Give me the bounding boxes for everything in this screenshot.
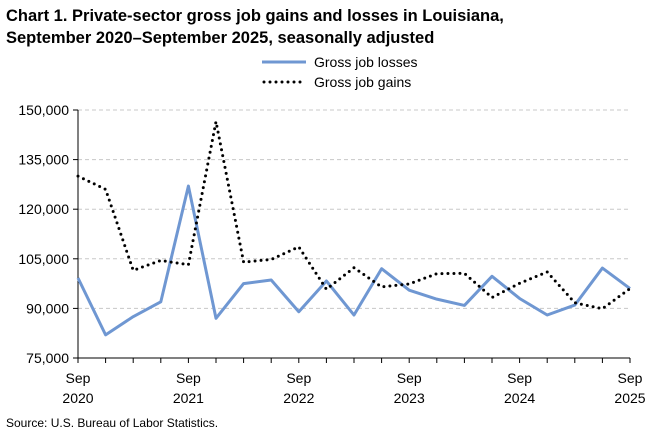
y-tick-label: 150,000 — [18, 102, 69, 118]
y-tick-label: 135,000 — [18, 152, 69, 168]
x-tick-label-month: Sep — [286, 370, 311, 386]
x-axis-ticks: Sep 2020 Sep 2021 Sep 2022 Sep 2023 Sep 2024 Sep 20… — [62, 358, 646, 406]
series-line-gross-job-gains — [76, 120, 632, 311]
x-tick-label-year: 2020 — [62, 390, 93, 406]
legend-swatch-losses — [262, 60, 306, 64]
y-tick-label: 90,000 — [26, 300, 69, 316]
x-tick-label-month: Sep — [176, 370, 201, 386]
legend-label-gains: Gross job gains — [314, 74, 412, 90]
series-lines — [76, 120, 632, 337]
legend-swatch-gains — [262, 80, 306, 84]
gridlines — [78, 109, 630, 309]
x-tick-label-month: Sep — [618, 370, 643, 386]
y-tick-label: 120,000 — [18, 201, 69, 217]
x-tick-label-month: Sep — [397, 370, 422, 386]
chart-title-line-2: September 2020–September 2025, seasonall… — [6, 29, 435, 47]
legend-item-losses: Gross job losses — [262, 52, 417, 72]
x-tick-label-year: 2025 — [614, 390, 645, 406]
axes — [77, 110, 630, 359]
legend-label-losses: Gross job losses — [314, 54, 418, 70]
legend-item-gains: Gross job gains — [262, 72, 417, 92]
source-note: Source: U.S. Bureau of Labor Statistics. — [6, 416, 219, 430]
x-tick-label-year: 2023 — [394, 390, 425, 406]
x-tick-label-month: Sep — [507, 370, 532, 386]
y-axis-ticks: 150,000 135,000 120,000 105,000 90,000 75,000 — [18, 102, 78, 366]
x-tick-label-year: 2022 — [283, 390, 314, 406]
series-line-gross-job-losses — [76, 184, 631, 337]
chart-title: Chart 1. Private-sector gross job gains … — [6, 5, 504, 49]
x-tick-label-year: 2024 — [504, 390, 535, 406]
x-tick-label-year: 2021 — [173, 390, 204, 406]
x-tick-label-month: Sep — [66, 370, 91, 386]
chart-legend: Gross job losses Gross job gains — [262, 52, 417, 92]
chart-title-line-1: Chart 1. Private-sector gross job gains … — [6, 7, 504, 25]
y-tick-label: 105,000 — [18, 251, 69, 267]
y-tick-label: 75,000 — [26, 350, 69, 366]
